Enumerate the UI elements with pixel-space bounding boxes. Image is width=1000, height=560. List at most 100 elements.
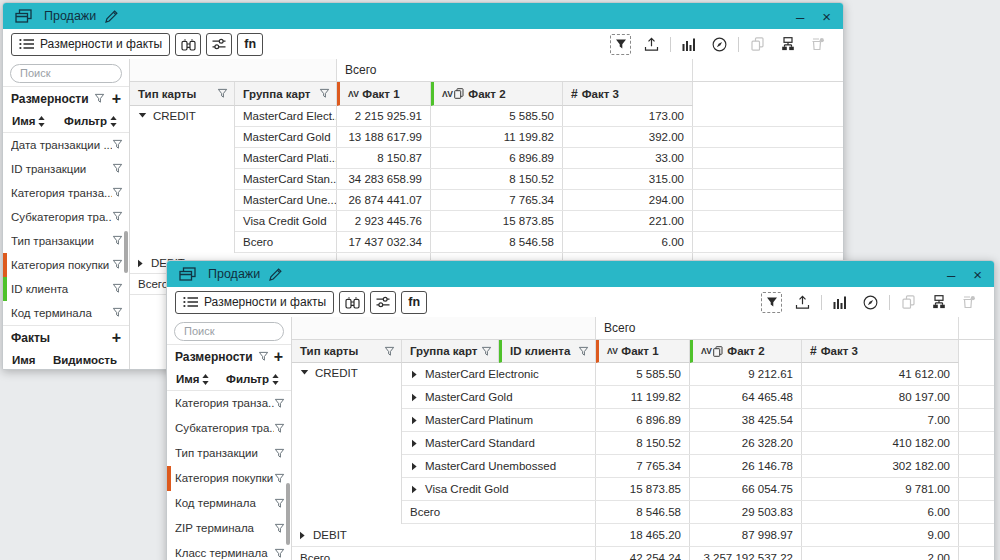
sidebar-scrollbar[interactable] <box>124 231 128 273</box>
filter-icon[interactable] <box>112 235 123 246</box>
filter-icon[interactable] <box>481 346 492 357</box>
dimension-cell[interactable]: Visa Credit Gold <box>235 211 337 231</box>
collapse-icon[interactable] <box>138 111 147 120</box>
add-fact-button[interactable]: + <box>112 330 121 346</box>
column-header[interactable]: #Факт 3 <box>563 82 693 106</box>
column-header[interactable]: ΛV Факт 2 <box>690 340 802 363</box>
sidebar-item[interactable]: ZIP терминала <box>167 516 291 541</box>
sort-by-name-button[interactable]: Имя <box>176 373 209 385</box>
expand-icon[interactable] <box>136 259 145 268</box>
table-row[interactable]: MasterCard Gold11 199.8264 465.4880 197.… <box>402 386 994 409</box>
table-row[interactable]: MasterCard Plati...8 150.876 896.8933.00 <box>235 148 843 169</box>
table-row[interactable]: MasterCard Gold13 188 617.9911 199.82392… <box>235 127 843 148</box>
search-input[interactable] <box>10 64 122 83</box>
collapse-icon[interactable] <box>300 368 309 377</box>
sort-by-filter-button[interactable]: Фильтр <box>226 373 279 385</box>
filter-icon[interactable] <box>112 307 123 318</box>
search-input[interactable] <box>174 322 284 341</box>
filter-icon[interactable] <box>274 523 285 534</box>
filter-icon[interactable] <box>319 88 330 99</box>
column-header[interactable]: Тип карты <box>292 340 402 363</box>
filter-icon[interactable] <box>112 211 123 222</box>
filter-icon[interactable] <box>384 346 395 357</box>
settings-button[interactable] <box>206 33 232 56</box>
fn-button[interactable]: fn <box>237 33 263 56</box>
filter-selection-icon[interactable] <box>761 292 782 313</box>
dimension-cell[interactable]: MasterCard Elect... <box>235 106 337 126</box>
filter-icon[interactable] <box>274 548 285 559</box>
minimize-button[interactable]: – <box>796 9 804 24</box>
sidebar-item[interactable]: ID транзакции <box>3 157 129 181</box>
search-data-button[interactable] <box>339 291 365 314</box>
fn-button[interactable]: fn <box>401 291 427 314</box>
settings-button[interactable] <box>370 291 396 314</box>
table-row[interactable]: MasterCard Platinum6 896.8938 425.547.00 <box>402 409 994 432</box>
gauge-icon[interactable] <box>861 293 880 312</box>
column-header[interactable]: ΛVФакт 1 <box>596 340 690 363</box>
dimension-cell[interactable]: MasterCard Platinum <box>402 409 596 431</box>
sidebar-item[interactable]: Категория транза... <box>167 391 291 416</box>
group-type-cell[interactable]: CREDIT <box>130 106 235 253</box>
bar-chart-icon[interactable] <box>831 293 850 312</box>
filter-icon[interactable] <box>274 423 285 434</box>
add-dimension-button[interactable]: + <box>112 91 121 107</box>
expand-icon[interactable] <box>410 416 419 425</box>
column-header[interactable]: Группа карт <box>402 340 499 363</box>
add-dimension-button[interactable]: + <box>274 349 283 365</box>
column-header[interactable]: #Факт 3 <box>802 340 959 363</box>
expand-icon[interactable] <box>410 485 419 494</box>
dimension-cell[interactable]: MasterCard Standard <box>402 432 596 454</box>
group-type-cell[interactable]: CREDIT <box>292 363 402 524</box>
table-row[interactable]: Visa Credit Gold15 873.8566 054.759 781.… <box>402 478 994 501</box>
column-header[interactable]: Тип карты <box>130 82 235 106</box>
titlebar[interactable]: Продажи – × <box>3 3 843 29</box>
filter-icon[interactable] <box>258 351 269 362</box>
filter-selection-icon[interactable] <box>610 34 631 55</box>
dimensions-facts-button[interactable]: Размерности и факты <box>175 291 334 314</box>
table-row[interactable]: Visa Credit Gold2 923 445.7615 873.85221… <box>235 211 843 232</box>
dimension-cell[interactable]: MasterCard Electronic <box>402 363 596 385</box>
filter-icon[interactable] <box>274 448 285 459</box>
sort-by-name-button[interactable]: Имя <box>12 115 45 127</box>
export-icon[interactable] <box>642 35 661 54</box>
table-row[interactable]: MasterCard Une...26 874 441.077 765.3429… <box>235 190 843 211</box>
dimension-cell[interactable]: MasterCard Une... <box>235 190 337 210</box>
dimension-cell[interactable]: MasterCard Gold <box>402 386 596 408</box>
filter-icon[interactable] <box>94 93 105 104</box>
sidebar-item[interactable]: Категория транза... <box>3 181 129 205</box>
filter-icon[interactable] <box>274 473 285 484</box>
sidebar-scrollbar[interactable] <box>286 483 290 545</box>
dimensions-facts-button[interactable]: Размерности и факты <box>11 33 170 56</box>
sidebar-item[interactable]: Код терминала <box>167 491 291 516</box>
table-row[interactable]: MasterCard Standard8 150.5226 328.20410 … <box>402 432 994 455</box>
dimension-cell[interactable]: MasterCard Plati... <box>235 148 337 168</box>
sidebar-item[interactable]: Субкатегория тра... <box>3 205 129 229</box>
table-row[interactable]: MasterCard Stan...34 283 658.998 150.523… <box>235 169 843 190</box>
filter-icon[interactable] <box>112 259 123 270</box>
expand-icon[interactable] <box>410 393 419 402</box>
filter-icon[interactable] <box>578 346 589 357</box>
sidebar-item[interactable]: Тип транзакции <box>167 441 291 466</box>
filter-icon[interactable] <box>112 283 123 294</box>
column-header[interactable]: ΛV Факт 2 <box>431 82 563 106</box>
expand-icon[interactable] <box>410 462 419 471</box>
sort-by-filter-button[interactable]: Фильтр <box>64 115 117 127</box>
sidebar-item[interactable]: ID клиента <box>3 277 129 301</box>
column-header[interactable]: ID клиента <box>499 340 596 363</box>
expand-icon[interactable] <box>410 439 419 448</box>
edit-title-icon[interactable] <box>105 10 119 23</box>
column-header[interactable]: ΛVФакт 1 <box>337 82 431 106</box>
table-row[interactable]: MasterCard Unembossed7 765.3426 146.7830… <box>402 455 994 478</box>
edit-title-icon[interactable] <box>269 268 283 281</box>
expand-icon[interactable] <box>410 370 419 379</box>
filter-icon[interactable] <box>112 139 123 150</box>
minimize-button[interactable]: – <box>947 267 955 282</box>
gauge-icon[interactable] <box>710 35 729 54</box>
search-data-button[interactable] <box>175 33 201 56</box>
filter-icon[interactable] <box>274 498 285 509</box>
sidebar-item[interactable]: Субкатегория тра... <box>167 416 291 441</box>
hierarchy-icon[interactable] <box>929 293 948 312</box>
filter-icon[interactable] <box>112 163 123 174</box>
column-header[interactable]: Группа карт <box>235 82 337 106</box>
dimension-cell[interactable]: Visa Credit Gold <box>402 478 596 500</box>
